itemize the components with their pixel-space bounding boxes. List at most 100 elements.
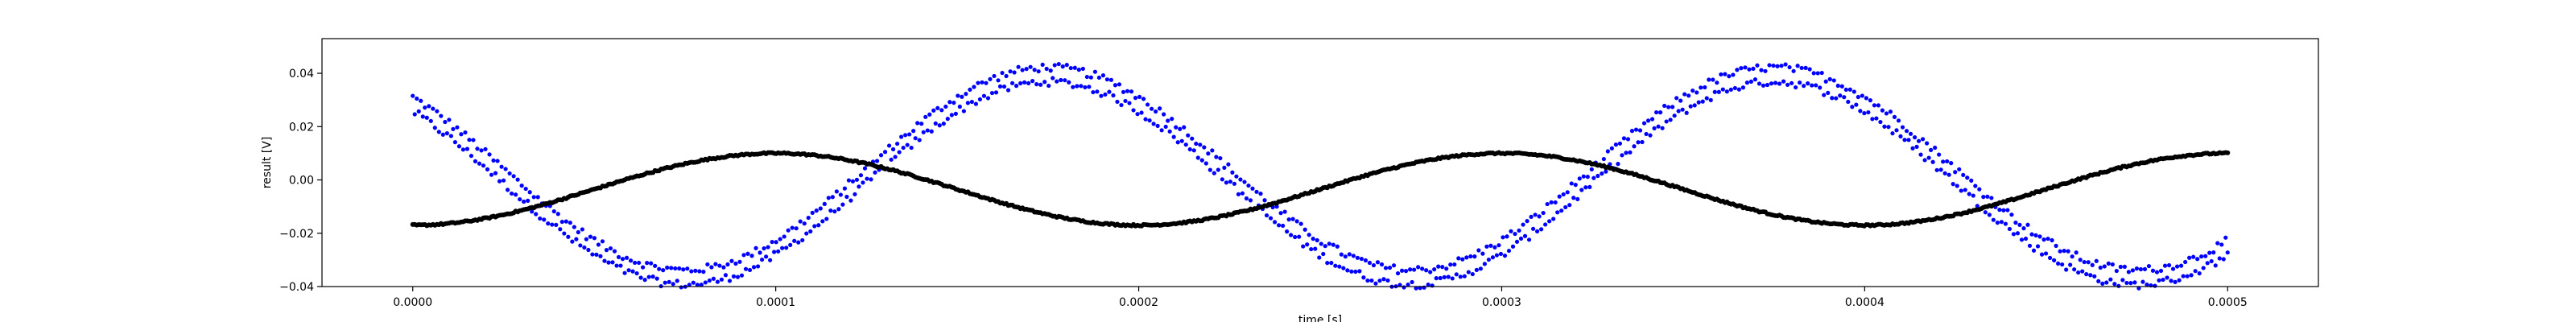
data-point [1264,213,1269,218]
data-point [1794,85,1798,90]
data-point [679,285,683,290]
data-point [489,172,494,177]
data-point [1946,172,1951,177]
data-point [2203,254,2208,258]
data-point [1371,262,1377,268]
data-point [2209,258,2214,264]
data-point [1676,109,1681,113]
data-point [1529,214,1534,219]
data-point [2161,277,2165,283]
data-point [1220,177,1224,182]
data-point [475,146,480,151]
data-point [895,141,900,146]
data-point [634,270,639,276]
data-point [1282,209,1287,214]
data-point [980,80,985,85]
data-point [1547,219,1552,224]
data-point [592,236,597,241]
data-point [2068,262,2073,267]
data-point [790,225,795,230]
data-point [628,258,634,263]
data-point [1951,182,1955,187]
data-point [1335,244,1340,249]
data-point [848,198,853,203]
data-point [989,90,995,96]
data-point [947,100,952,105]
data-point [943,104,948,109]
data-point [1486,257,1491,262]
data-point [1420,266,1425,271]
data-point [2128,281,2133,286]
data-point [1190,136,1195,141]
data-point [423,105,427,110]
data-point [542,217,547,222]
data-point [554,222,559,227]
data-point [612,249,617,254]
data-point [1125,89,1130,93]
data-point [816,223,821,228]
data-point [701,270,706,274]
data-point [2076,270,2081,275]
data-point [707,278,712,283]
data-point [2102,264,2107,269]
data-point [1131,108,1136,113]
data-point [861,180,865,185]
data-point [1099,93,1104,98]
data-point [862,166,868,171]
data-point [1539,227,1544,232]
data-point [1428,270,1433,274]
data-point [420,114,425,119]
data-point [572,225,576,229]
data-point [828,208,833,213]
data-point [1640,139,1645,145]
data-point [1488,243,1493,248]
data-point [2197,271,2202,276]
data-point [1246,183,1251,188]
data-point [1541,210,1546,216]
data-point [531,195,536,200]
data-point [1321,251,1326,257]
data-point [501,178,506,183]
data-point [506,188,510,192]
data-point [1355,255,1360,260]
data-point [2174,264,2180,269]
data-point [2153,283,2157,288]
data-point [1472,254,1477,259]
data-point [1468,254,1473,259]
data-point [1163,124,1168,130]
data-point [1301,244,1306,249]
data-point [1202,145,1207,150]
data-point [1589,167,1594,172]
data-point [1660,126,1665,130]
data-point [1198,142,1203,147]
data-point [1434,276,1439,281]
data-point [1620,153,1624,158]
data-point [2120,278,2125,283]
data-point [1953,170,1958,175]
data-point [1707,77,1711,82]
data-point [1494,253,1500,258]
data-point [933,121,938,126]
data-point [1798,80,1802,85]
data-point [1657,110,1663,115]
data-point [641,265,646,270]
data-point [1563,204,1568,210]
y-tick-label: −0.02 [279,228,314,241]
data-point [1347,252,1352,257]
data-point [840,202,845,207]
data-point [1276,223,1282,228]
data-point [1501,235,1505,240]
data-point [1238,177,1243,182]
data-point [1876,103,1881,108]
data-point [2138,266,2144,272]
data-point [1688,104,1693,109]
data-point [1987,213,1992,217]
data-point [1925,141,1930,146]
data-point [514,192,518,197]
data-point [1353,269,1358,274]
data-point [584,237,589,241]
x-tick-label: 0.0001 [756,296,795,309]
data-point [1633,127,1639,132]
data-point [1363,258,1368,263]
data-point [671,282,675,287]
